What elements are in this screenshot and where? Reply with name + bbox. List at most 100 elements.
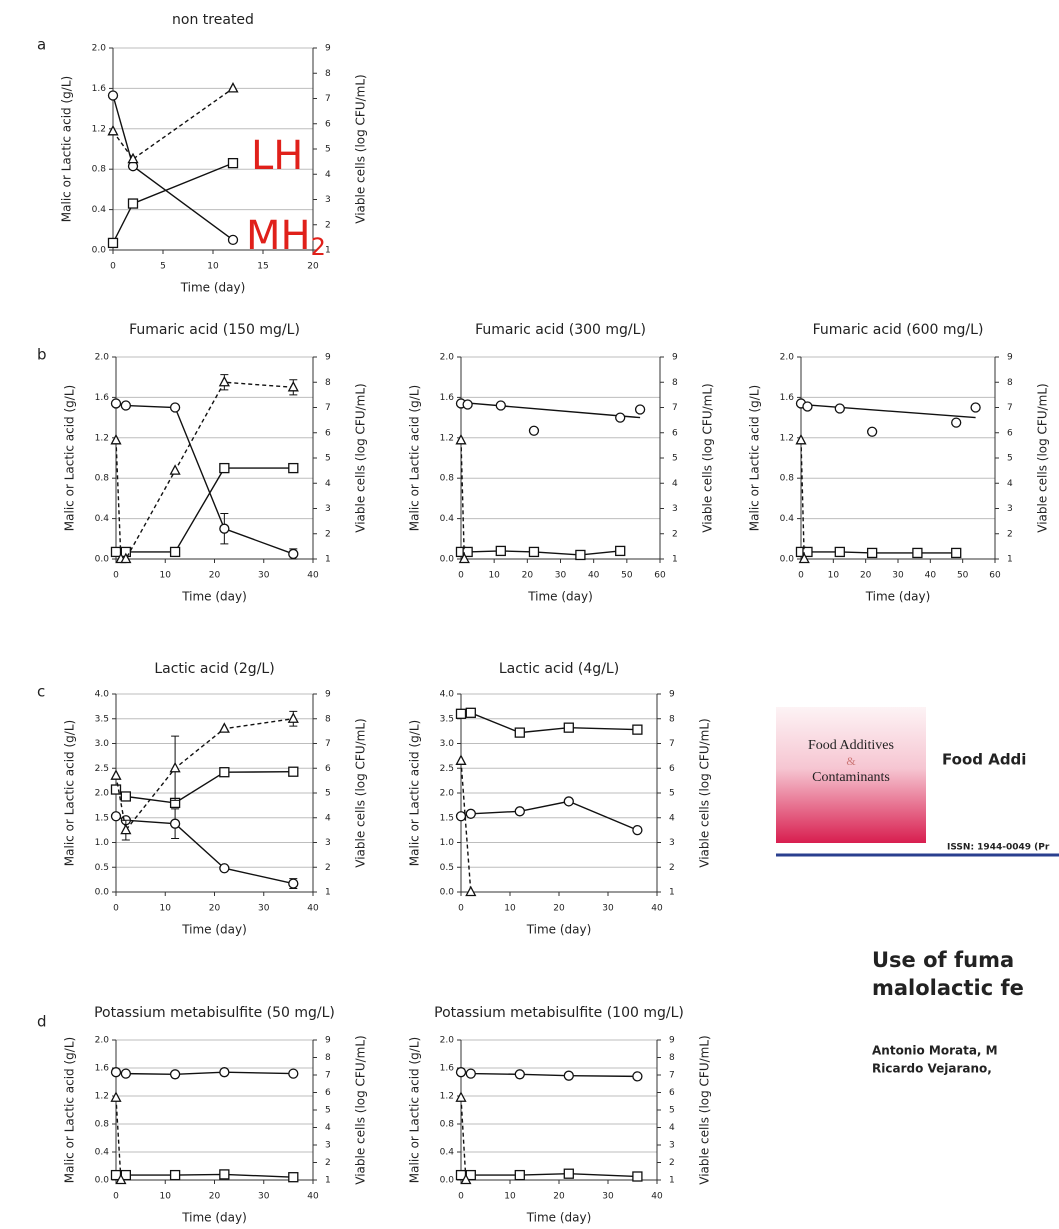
y-axis-label: Malic or Lactic acid (g/L) [408,720,422,866]
series-line [115,771,294,804]
y-tick-label: 2.0 [92,44,107,54]
marker [110,1091,122,1102]
panel-label: c [37,683,45,701]
x-tick-label: 50 [957,571,969,581]
y-tick-label: 0.0 [440,1176,455,1186]
annotation: LH [251,133,303,179]
marker [458,552,470,564]
x-tick-label: 30 [602,1192,614,1202]
y2-tick-label: 6 [672,428,678,438]
marker [465,1068,476,1079]
marker [460,1173,472,1185]
marker [288,766,299,777]
y2-tick-label: 5 [669,1106,675,1116]
y2-tick-label: 6 [669,1088,675,1098]
x-tick-label: 0 [458,904,464,914]
marker [218,375,230,387]
marker [834,546,845,558]
y-tick-label: 0.0 [95,555,110,565]
marker [528,546,540,558]
y-tick-label: 3.0 [440,739,455,749]
y2-tick-label: 3 [325,1141,331,1151]
marker [227,82,239,93]
y-tick-label: 0.0 [92,246,107,256]
y2-tick-label: 9 [1007,353,1013,363]
marker [563,722,574,733]
x-tick-label: 10 [504,1192,516,1202]
y2-axis-label: Viable cells (log CFU/mL) [698,718,712,867]
y-tick-label: 2.5 [440,764,454,774]
x-tick-label: 10 [160,904,172,914]
marker [288,1068,299,1079]
marker [495,545,506,557]
y2-tick-label: 7 [669,739,675,749]
y2-tick-label: 7 [672,403,678,413]
cover-title: Food Additives [808,738,894,753]
y2-tick-label: 3 [1007,504,1013,514]
y2-tick-label: 5 [1007,454,1013,464]
x-axis-label: Time (day) [181,923,247,937]
y2-tick-label: 6 [669,764,675,774]
marker [169,818,181,829]
x-axis-label: Time (day) [865,590,931,604]
chart-title: Lactic acid (2g/L) [154,661,274,677]
y2-tick-label: 3 [669,1141,675,1151]
marker [169,1069,181,1080]
y-tick-label: 0.5 [440,863,454,873]
y2-tick-label: 8 [325,714,331,724]
y2-axis-label: Viable cells (log CFU/mL) [354,74,368,223]
marker [514,1169,525,1181]
article-title: malolactic fe [872,976,1024,1000]
marker [455,1067,467,1078]
y-axis-label: Malic or Lactic acid (g/L) [63,1037,77,1183]
marker [970,402,981,413]
y2-tick-label: 5 [672,454,678,464]
y-tick-label: 3.5 [95,714,109,724]
y2-tick-label: 5 [669,789,675,799]
y2-tick-label: 6 [325,764,331,774]
marker [465,808,476,819]
y-tick-label: 0.4 [95,1148,110,1158]
marker [455,811,467,822]
marker [795,433,807,445]
x-tick-label: 30 [892,571,904,581]
marker [514,727,525,738]
marker [110,1067,122,1078]
y2-tick-label: 5 [325,145,331,155]
chart-title: Fumaric acid (600 mg/L) [813,322,984,338]
y-tick-label: 0.0 [95,888,110,898]
y2-tick-label: 2 [669,863,675,873]
x-axis-label: Time (day) [526,923,592,937]
marker [110,769,122,780]
marker [563,796,574,807]
y-tick-label: 2.5 [95,764,109,774]
marker [615,545,626,557]
marker [528,425,540,436]
cover-title: Contaminants [812,770,890,785]
marker [288,462,299,474]
series-line [461,1172,638,1178]
series-line [460,1071,638,1078]
marker [107,237,119,249]
x-tick-label: 10 [828,571,840,581]
y2-tick-label: 3 [325,195,331,205]
x-tick-label: 10 [488,571,500,581]
y-tick-label: 0.8 [92,165,107,175]
x-tick-label: 30 [555,571,567,581]
chart-title: Fumaric acid (150 mg/L) [129,322,300,338]
marker [227,234,239,246]
authors: Ricardo Vejarano, [872,1062,992,1076]
y-tick-label: 2.0 [440,789,455,799]
marker [169,464,181,475]
y2-axis-label: Viable cells (log CFU/mL) [354,383,368,532]
x-tick-label: 40 [651,1192,663,1202]
marker [465,885,477,897]
y2-tick-label: 9 [672,353,678,363]
marker [288,878,299,889]
series-line [115,1097,122,1181]
journal-cover [776,707,926,843]
y2-tick-label: 7 [1007,403,1013,413]
y-tick-label: 2.0 [440,1036,455,1046]
x-tick-label: 0 [798,571,804,581]
